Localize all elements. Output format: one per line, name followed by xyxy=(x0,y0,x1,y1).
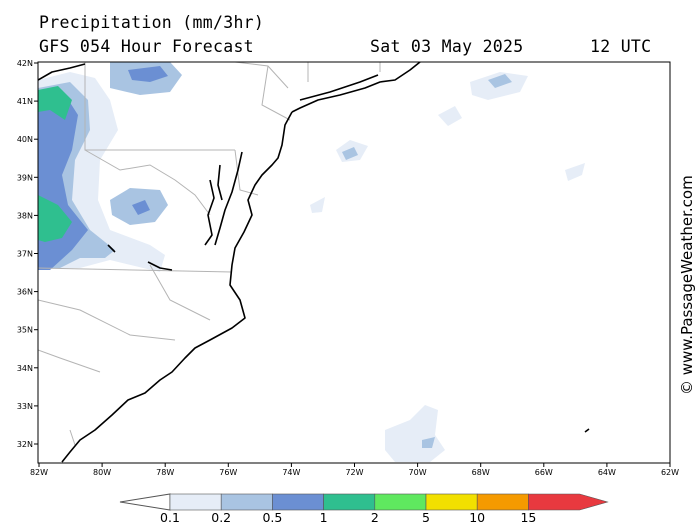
colorbar-label: 5 xyxy=(422,510,430,525)
colorbar-upper-arrow xyxy=(528,493,609,511)
lon-label: 74W xyxy=(282,468,300,477)
lat-label: 40N xyxy=(17,135,33,144)
lon-label: 64W xyxy=(598,468,616,477)
colorbar-segment xyxy=(374,493,427,511)
lat-label: 41N xyxy=(17,97,33,106)
lon-label: 82W xyxy=(30,468,48,477)
model-forecast-label: GFS 054 Hour Forecast xyxy=(39,37,254,56)
lon-label: 78W xyxy=(156,468,174,477)
lat-label: 34N xyxy=(17,364,33,373)
coastline xyxy=(38,62,421,463)
map-area xyxy=(38,62,670,463)
lon-label: 80W xyxy=(93,468,111,477)
state-borders xyxy=(38,62,381,446)
precip-shading xyxy=(38,62,585,462)
forecast-date: Sat 03 May 2025 xyxy=(370,37,524,56)
colorbar-label: 0.2 xyxy=(211,510,231,525)
lat-label: 36N xyxy=(17,288,33,297)
colorbar-segment xyxy=(169,493,222,511)
lat-label: 37N xyxy=(17,250,33,259)
colorbar-lower-arrow xyxy=(119,493,171,511)
colorbar-segment xyxy=(323,493,376,511)
colorbar: 0.1 0.2 0.5 1 2 5 10 15 xyxy=(119,493,609,525)
lon-label: 72W xyxy=(345,468,363,477)
colorbar-label: 0.5 xyxy=(262,510,282,525)
colorbar-label: 15 xyxy=(520,510,536,525)
colorbar-label: 10 xyxy=(469,510,485,525)
longitude-axis: 82W 80W 78W 76W 74W 72W 70W 68W 66W 64W 62W xyxy=(30,463,679,477)
colorbar-label: 2 xyxy=(371,510,379,525)
lon-label: 66W xyxy=(535,468,553,477)
lon-label: 68W xyxy=(472,468,490,477)
lon-label: 62W xyxy=(661,468,679,477)
colorbar-segment xyxy=(220,493,273,511)
lat-label: 35N xyxy=(17,326,33,335)
lat-label: 32N xyxy=(17,440,33,449)
lat-label: 42N xyxy=(17,59,33,68)
colorbar-segment xyxy=(272,493,324,511)
lat-label: 39N xyxy=(17,173,33,182)
island xyxy=(584,428,590,433)
colorbar-segment xyxy=(425,493,478,511)
colorbar-label: 1 xyxy=(320,510,328,525)
lon-label: 70W xyxy=(409,468,427,477)
colorbar-segment xyxy=(476,493,529,511)
colorbar-label: 0.1 xyxy=(160,510,180,525)
chart-title: Precipitation (mm/3hr) xyxy=(39,13,265,32)
latitude-axis: 42N 41N 40N 39N 38N 37N 36N 35N 34N 33N 32N xyxy=(17,59,38,449)
forecast-time: 12 UTC xyxy=(590,37,652,56)
lon-label: 76W xyxy=(219,468,237,477)
lat-label: 38N xyxy=(17,211,33,220)
lat-label: 33N xyxy=(17,402,33,411)
